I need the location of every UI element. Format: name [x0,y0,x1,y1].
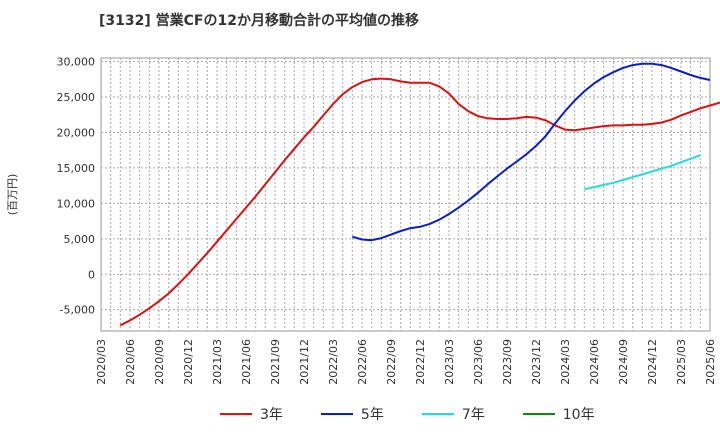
legend-item[interactable]: 7年 [421,404,485,424]
legend-label: 3年 [260,407,283,423]
legend: 3年 5年 7年 10年 [220,404,595,424]
plot-frame [100,57,711,332]
x-tick-label: 2020/12 [182,339,195,385]
legend-label: 10年 [562,407,595,423]
y-tick-label: 5,000 [64,233,96,246]
legend-label: 7年 [461,407,485,423]
x-tick-label: 2025/03 [675,339,688,385]
x-tick-label: 2024/03 [559,339,572,385]
y-tick-label: 20,000 [57,126,96,139]
y-axis-label: (百万円) [6,174,19,216]
grid [100,57,711,332]
legend-swatch [220,413,252,415]
y-tick-label: 15,000 [57,162,96,175]
legend-item[interactable]: 10年 [522,404,595,424]
x-tick-label: 2024/06 [588,339,601,385]
x-tick-label: 2022/09 [385,339,398,385]
y-tick-label: 25,000 [57,91,96,104]
chart-title: [3132] 営業CFの12か月移動合計の平均値の推移 [99,13,419,29]
series-line-1 [352,62,711,242]
legend-item[interactable]: 5年 [320,404,384,424]
x-tick-label: 2023/06 [472,339,485,385]
series-line-0 [119,77,720,327]
legend-swatch [522,413,555,415]
x-tick-label: 2021/06 [240,339,253,385]
x-tick-label: 2020/09 [153,339,166,385]
axes: 30,000 25,000 20,000 15,000 10,000 5,000 0 -5,0… [57,56,718,385]
y-tick-label: -5,000 [60,304,95,317]
x-tick-label: 2024/09 [617,339,630,385]
y-tick-label: 0 [88,268,95,281]
x-tick-label: 2021/09 [269,339,282,385]
legend-label: 5年 [360,407,384,423]
x-tick-label: 2020/06 [124,339,137,385]
x-tick-label: 2023/03 [443,339,456,385]
x-tick-label: 2022/03 [327,339,340,385]
x-tick-label: 2024/12 [646,339,659,385]
x-tick-label: 2021/12 [298,339,311,385]
x-tick-label: 2023/12 [530,339,543,385]
y-tick-label: 30,000 [57,56,96,69]
x-tick-label: 2021/03 [211,339,224,385]
legend-item[interactable]: 3年 [220,404,283,424]
y-tick-label: 10,000 [57,197,96,210]
x-tick-label: 2022/12 [414,339,427,385]
x-tick-label: 2025/06 [704,339,717,385]
x-tick-label: 2022/06 [356,339,369,385]
legend-swatch [320,413,353,415]
series-lines [119,62,720,327]
x-tick-label: 2023/09 [501,339,514,385]
series-line-2 [584,154,701,191]
x-tick-label: 2020/03 [95,339,108,385]
legend-swatch [421,413,454,415]
